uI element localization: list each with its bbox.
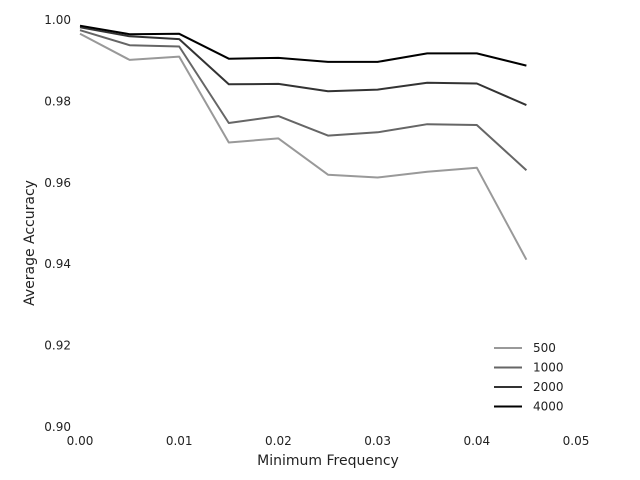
x-tick-label: 0.04 [463,434,490,448]
y-tick-label: 0.96 [44,176,71,190]
x-tick-label: 0.00 [67,434,94,448]
y-tick-label: 0.94 [44,257,71,271]
legend-label: 1000 [533,361,564,375]
y-tick-label: 1.00 [44,13,71,27]
legend-label: 4000 [533,400,564,414]
y-tick-label: 0.98 [44,94,71,108]
x-axis-ticks: 0.00 0.01 0.02 0.03 0.04 0.05 [67,434,590,448]
series-line-4000 [79,24,527,67]
x-tick-label: 0.01 [166,434,193,448]
y-tick-label: 0.92 [44,339,71,353]
x-tick-label: 0.05 [563,434,590,448]
legend-label: 2000 [533,380,564,394]
series-lines [79,24,528,261]
y-tick-label: 0.90 [44,420,71,434]
series-line-500 [79,32,528,261]
series-line-2000 [79,26,527,107]
y-axis-label: Average Accuracy [22,180,38,306]
x-tick-label: 0.02 [265,434,292,448]
legend-label: 500 [533,341,556,355]
x-axis-label: Minimum Frequency [257,453,399,469]
y-axis-ticks: 0.90 0.92 0.94 0.96 0.98 1.00 [44,13,71,434]
x-tick-label: 0.03 [364,434,391,448]
series-line-1000 [79,29,528,171]
legend: 500 1000 2000 4000 [494,341,564,414]
